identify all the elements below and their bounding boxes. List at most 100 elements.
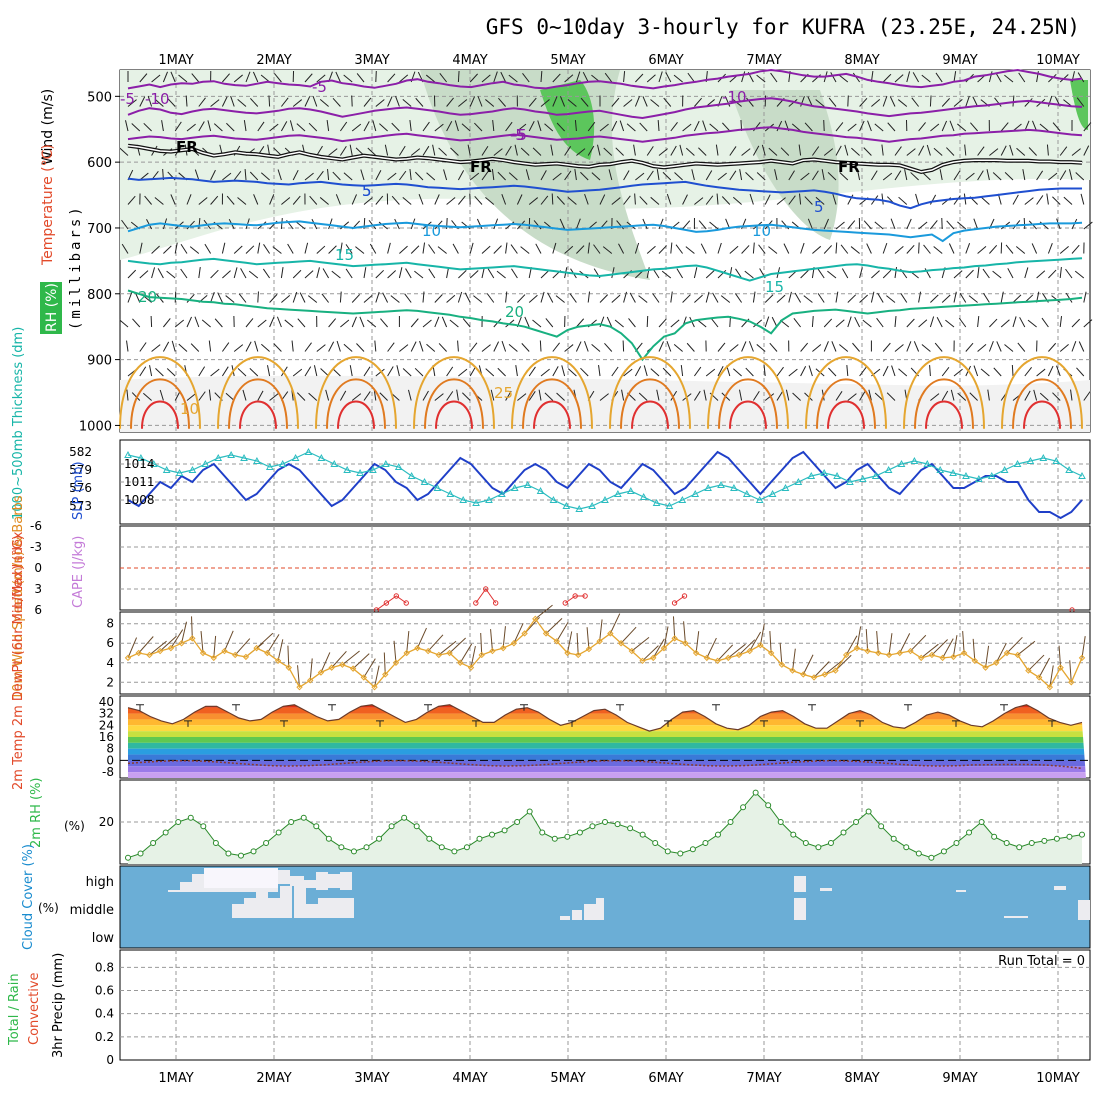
wind-barb: [788, 291, 792, 303]
wind-barb: [485, 368, 495, 377]
wind-barb: [1071, 318, 1081, 328]
wind-barb: [245, 318, 254, 328]
wind-barb: [847, 220, 856, 230]
minmax-marker: [808, 704, 816, 711]
wind-barb: [281, 294, 291, 303]
wind-barb: [646, 315, 649, 328]
wind-barb: [1076, 367, 1085, 377]
wind-barb: [693, 366, 702, 377]
wind-barb: [926, 144, 931, 156]
wind-barb: [832, 193, 837, 205]
wind-barb: [244, 168, 247, 181]
wind-barb: [159, 389, 164, 401]
minmax-marker: [184, 720, 192, 727]
rh-ylabel: 2m RH (%): [29, 777, 44, 848]
wind-barb: [918, 291, 922, 303]
wind-barb: [532, 147, 542, 156]
wind-barb: [658, 148, 668, 156]
wind-barb: [422, 242, 426, 254]
thickness-point: [833, 471, 841, 479]
wind-barb: [398, 170, 407, 181]
precip-tick-label: 0.6: [95, 984, 114, 998]
wind-barb: [291, 340, 294, 352]
wind-barb: [638, 392, 648, 401]
wind-barb: [261, 343, 270, 352]
wind10m-barb: [363, 658, 376, 678]
wind10m-barb: [769, 631, 772, 654]
wind-barb: [800, 242, 805, 254]
wind-barb: [387, 73, 396, 83]
wind-barb: [521, 343, 530, 352]
wind-barb: [606, 316, 613, 328]
rh-point: [664, 848, 671, 855]
wind-barb: [953, 368, 963, 377]
rh-point: [413, 823, 420, 830]
wind-barb: [890, 218, 896, 230]
cloud-bar: [232, 904, 244, 918]
wind-barb: [528, 391, 536, 401]
thickness-tick-label: 576: [69, 481, 92, 495]
wind-speed-point: [1057, 664, 1064, 671]
wind-barb: [410, 245, 420, 254]
rh-point: [426, 835, 433, 842]
rh-swatch: [40, 282, 62, 334]
li-point: [582, 593, 588, 599]
wind-barb: [811, 146, 820, 156]
wind-barb: [811, 315, 814, 328]
wind-barb: [720, 295, 731, 303]
wind-barb: [602, 246, 613, 254]
wind-barb: [398, 145, 406, 156]
wind-barb: [794, 292, 802, 303]
wind-barb: [989, 244, 998, 254]
wind-barb: [929, 95, 932, 107]
wind-barb: [823, 148, 834, 156]
minmax-marker: [904, 704, 912, 711]
wind-barb: [398, 267, 403, 279]
cloud-bar: [572, 910, 582, 920]
wind-barb: [1065, 268, 1073, 279]
contour-label: 5: [362, 182, 372, 200]
wind-barb: [550, 144, 554, 156]
wind-barb: [1046, 193, 1049, 205]
wind-barb: [923, 244, 931, 254]
wind-barb: [817, 293, 825, 303]
wind-barb: [426, 343, 436, 352]
rh-point: [702, 840, 709, 846]
wind-barb: [242, 389, 247, 401]
cloud-bar: [1004, 916, 1028, 918]
wind-barb: [316, 344, 326, 352]
wind-barb: [121, 243, 129, 254]
wind-barb: [363, 366, 371, 377]
wind-barb: [580, 97, 589, 107]
wind-barb: [559, 218, 566, 230]
wind-barb: [339, 145, 347, 156]
wind-barb: [702, 120, 707, 132]
wind-barb: [351, 393, 362, 401]
rh-point: [1003, 840, 1010, 846]
wind-barb: [144, 195, 152, 205]
wind-barb: [237, 98, 247, 107]
wind-speed-point: [564, 649, 571, 657]
contour-label: 25: [494, 384, 513, 402]
upper-wind-barbs: [119, 70, 1093, 401]
wind-barb: [457, 291, 463, 303]
warm-contour: [119, 356, 201, 429]
thickness-point: [987, 471, 996, 479]
wind-barb: [977, 246, 987, 254]
wind-barb: [973, 365, 979, 377]
wind-barb: [139, 96, 146, 107]
wind-speed-point: [167, 644, 175, 652]
rh-point: [928, 854, 935, 861]
wind-barb: [1024, 98, 1033, 107]
wind-barb: [703, 389, 707, 401]
temp-tick-label: -8: [102, 765, 114, 779]
wind-barb: [576, 148, 586, 156]
wind-barb: [599, 294, 609, 303]
wind-barb: [257, 291, 259, 303]
wind-barb: [847, 393, 857, 401]
rh-point: [212, 840, 219, 846]
wind-barb: [906, 245, 915, 254]
wind-barb: [443, 169, 448, 181]
wind-barb: [870, 291, 875, 303]
wind-barb: [989, 318, 998, 328]
